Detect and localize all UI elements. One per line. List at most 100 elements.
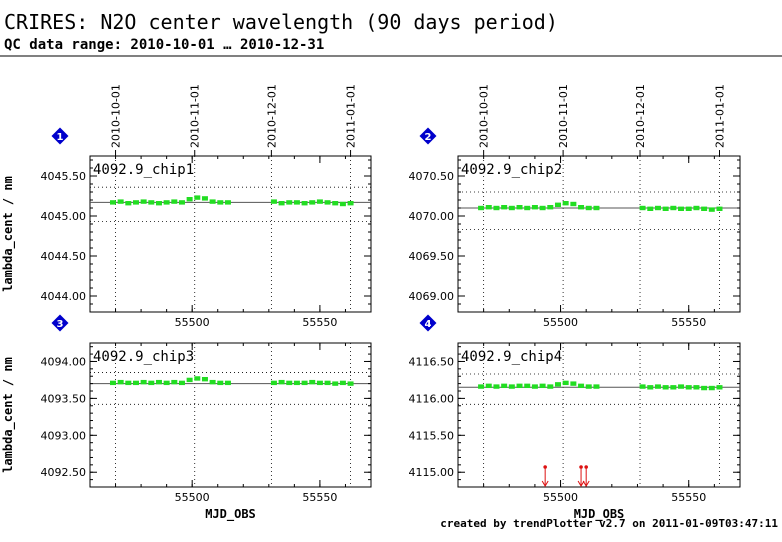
date-tick-label: 2011-01-01 <box>713 84 726 148</box>
outlier-point <box>584 465 588 469</box>
data-point <box>186 197 193 202</box>
data-point <box>716 385 723 390</box>
data-point <box>194 195 201 200</box>
data-point <box>662 385 669 390</box>
data-point <box>501 205 508 210</box>
data-point <box>547 384 554 389</box>
data-point <box>585 384 592 389</box>
data-point <box>217 380 224 386</box>
data-point <box>701 385 708 391</box>
y-tick-label: 4070.50 <box>409 170 455 183</box>
data-point <box>309 200 316 205</box>
data-point <box>570 381 577 386</box>
data-point <box>539 383 546 389</box>
panel-number-badge <box>419 314 437 332</box>
data-point <box>132 380 139 386</box>
data-point <box>171 379 178 385</box>
outlier-point <box>543 465 547 469</box>
date-tick-label: 2010-11-01 <box>189 84 202 148</box>
data-point <box>593 384 600 389</box>
plot-frame <box>457 342 741 488</box>
data-point <box>647 206 654 211</box>
data-point <box>286 200 293 205</box>
outlier-point <box>579 465 583 469</box>
data-point <box>339 201 346 207</box>
x-tick-label: 55500 <box>175 316 210 329</box>
data-point <box>478 205 485 211</box>
plot-frame <box>89 155 372 313</box>
panel-number-label: 4 <box>425 319 432 330</box>
y-tick-label: 4116.00 <box>409 392 455 405</box>
panel-title: 4092.9_chip1 <box>93 162 194 178</box>
data-point <box>316 380 323 386</box>
y-tick-label: 4045.50 <box>41 170 87 183</box>
date-tick-label: 2010-12-01 <box>265 84 278 148</box>
data-point <box>701 206 708 211</box>
panel-title: 4092.9_chip3 <box>93 349 194 365</box>
data-point <box>654 205 661 211</box>
data-point <box>654 384 661 389</box>
y-tick-label: 4044.50 <box>41 250 87 263</box>
data-point <box>347 201 354 206</box>
y-tick-label: 4092.50 <box>41 466 87 479</box>
data-point <box>324 380 331 386</box>
y-tick-label: 4094.00 <box>41 355 87 368</box>
data-point <box>716 206 723 211</box>
data-point <box>547 205 554 210</box>
data-point <box>140 379 147 385</box>
panel-number-label: 2 <box>425 132 432 143</box>
data-point <box>155 379 162 385</box>
data-point <box>278 201 285 206</box>
panel-number-label: 3 <box>57 319 64 330</box>
footer-credit: created by trendPlotter v2.7 on 2011-01-… <box>440 517 778 530</box>
panel-title: 4092.9_chip4 <box>461 349 562 365</box>
x-axis-label: MJD_OBS <box>205 507 256 522</box>
data-point <box>678 384 685 389</box>
data-point <box>209 199 216 204</box>
data-point <box>293 200 300 205</box>
data-point <box>708 207 715 212</box>
y-tick-label: 4093.50 <box>41 392 87 405</box>
x-tick-label: 55500 <box>543 316 578 329</box>
data-point <box>508 205 515 211</box>
data-point <box>163 380 170 386</box>
chart-panel-3: 4092.50 4093.00 4093.50 4094.00 55500 55550 40… <box>1 314 372 522</box>
data-point <box>593 205 600 211</box>
y-axis-label: lambda_cent / nm <box>1 176 16 292</box>
x-tick-label: 55550 <box>302 316 337 329</box>
data-point <box>339 380 346 386</box>
data-point <box>708 385 715 391</box>
outlier-arrowhead <box>577 480 585 487</box>
data-point <box>209 379 216 385</box>
chart-panel-4: 4115.00 4115.50 4116.00 4116.50 55500 55550 40… <box>409 314 741 522</box>
data-point <box>685 385 692 390</box>
x-tick-label: 55550 <box>302 491 337 504</box>
data-point <box>132 200 139 205</box>
data-point <box>117 379 124 385</box>
data-point <box>171 199 178 204</box>
data-point <box>531 205 538 210</box>
x-tick-label: 55550 <box>671 316 706 329</box>
data-point <box>585 205 592 211</box>
data-point <box>109 380 116 386</box>
data-point <box>109 200 116 205</box>
page-title: CRIRES: N2O center wavelength (90 days p… <box>4 10 558 34</box>
data-point <box>493 384 500 389</box>
data-point <box>301 201 308 206</box>
data-point <box>639 205 646 211</box>
y-tick-label: 4115.00 <box>409 466 455 479</box>
y-axis-label: lambda_cent / nm <box>1 357 16 473</box>
data-point <box>163 200 170 205</box>
data-point <box>554 202 561 207</box>
data-point <box>301 380 308 386</box>
data-point <box>309 379 316 385</box>
data-point <box>293 380 300 386</box>
panel-number-label: 1 <box>57 132 64 143</box>
y-tick-label: 4093.00 <box>41 429 87 442</box>
data-point <box>478 384 485 389</box>
data-point <box>224 380 231 386</box>
data-point <box>186 377 193 383</box>
panel-number-badge <box>419 127 437 145</box>
panel-title: 4092.9_chip2 <box>461 162 562 178</box>
